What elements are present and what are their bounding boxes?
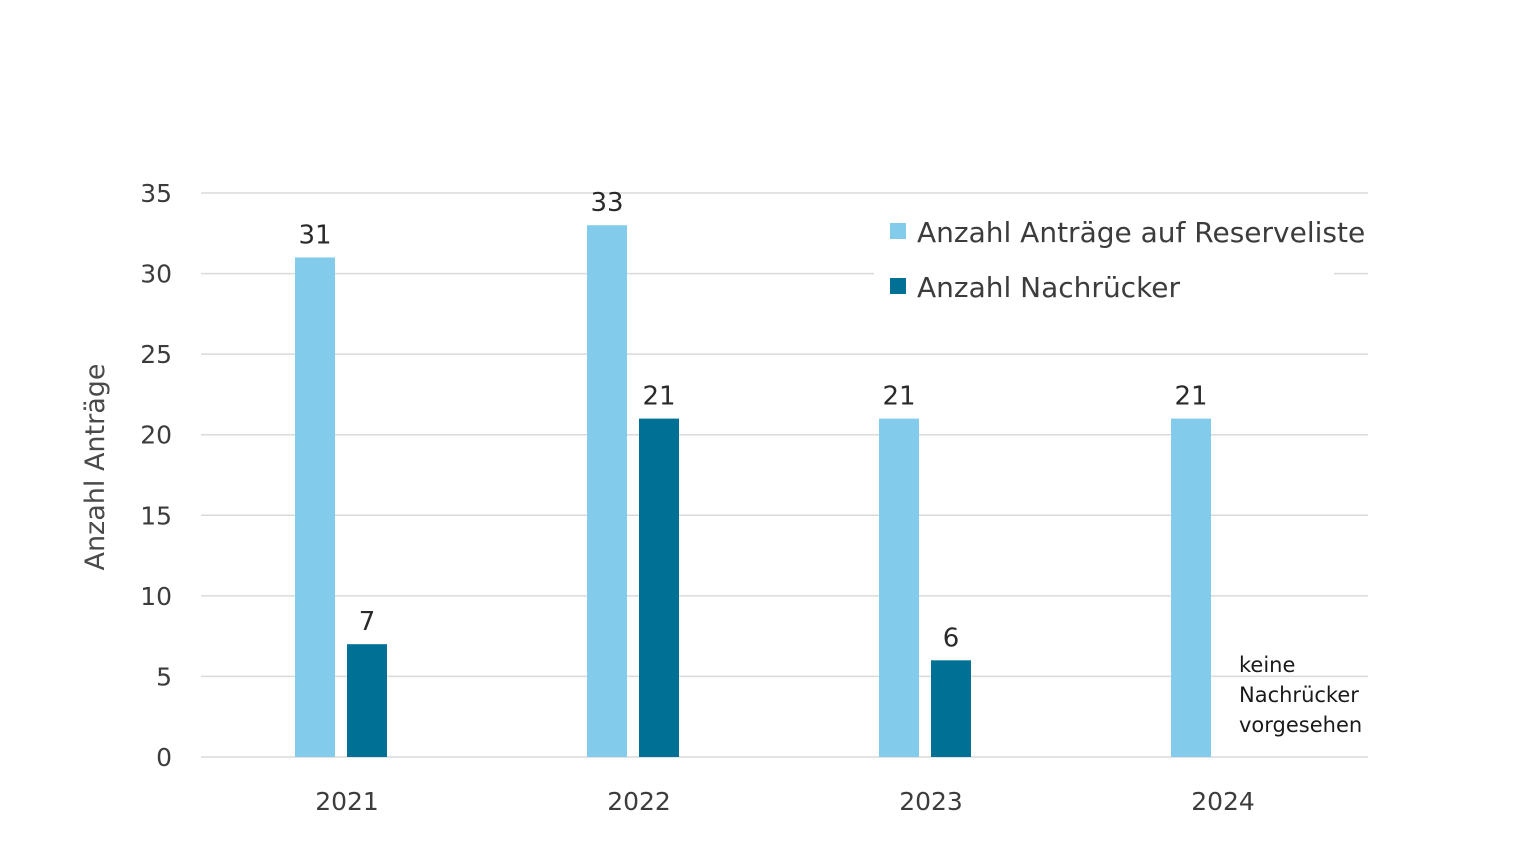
y-tick-label: 25 <box>140 340 172 369</box>
annotation-line: keine <box>1239 653 1295 677</box>
x-tick-label: 2022 <box>607 787 671 816</box>
bar-2022-series-2 <box>639 418 679 757</box>
legend-background <box>874 207 1334 319</box>
annotations: keine Nachrücker vorgesehen <box>1239 653 1362 737</box>
data-label: 21 <box>882 382 915 412</box>
x-tick-label: 2023 <box>899 787 963 816</box>
bar-2023-series-1 <box>879 418 919 757</box>
x-tick-label: 2024 <box>1191 787 1255 816</box>
bar-2021-series-2 <box>347 644 387 757</box>
grid <box>201 192 1368 758</box>
data-labels: 31 7 33 21 21 6 21 <box>298 188 1207 653</box>
bar-2024-series-1 <box>1171 418 1211 757</box>
bar-2023-series-2 <box>931 660 971 757</box>
annotation-note: keine Nachrücker vorgesehen <box>1239 653 1362 737</box>
y-axis-ticks: 0 5 10 15 20 25 30 35 <box>140 179 172 772</box>
legend-entry: Anzahl Anträge auf Reserveliste <box>917 216 1365 249</box>
y-tick-label: 30 <box>140 260 172 289</box>
x-axis-ticks: 2021 2022 2023 2024 <box>315 787 1255 816</box>
y-tick-label: 0 <box>156 743 172 772</box>
bar-2021-series-1 <box>295 257 335 757</box>
data-label: 6 <box>943 623 960 653</box>
y-tick-label: 15 <box>140 501 172 530</box>
legend-entry: Anzahl Nachrücker <box>917 271 1181 304</box>
data-label: 31 <box>298 220 331 250</box>
y-tick-label: 5 <box>156 662 172 691</box>
y-tick-label: 35 <box>140 179 172 208</box>
data-label: 21 <box>1174 382 1207 412</box>
y-tick-label: 10 <box>140 582 172 611</box>
data-label: 33 <box>590 188 623 218</box>
y-axis-title: Anzahl Anträge <box>80 363 111 570</box>
x-tick-label: 2021 <box>315 787 379 816</box>
legend-swatch <box>890 278 906 294</box>
annotation-line: vorgesehen <box>1239 713 1362 737</box>
annotation-line: Nachrücker <box>1239 683 1359 707</box>
bars <box>295 225 1211 757</box>
data-label: 7 <box>359 607 376 637</box>
legend: Anzahl Anträge auf Reserveliste Anzahl Na… <box>874 207 1365 319</box>
bar-2022-series-1 <box>587 225 627 757</box>
y-tick-label: 20 <box>140 421 172 450</box>
legend-swatch <box>890 223 906 239</box>
data-label: 21 <box>642 382 675 412</box>
